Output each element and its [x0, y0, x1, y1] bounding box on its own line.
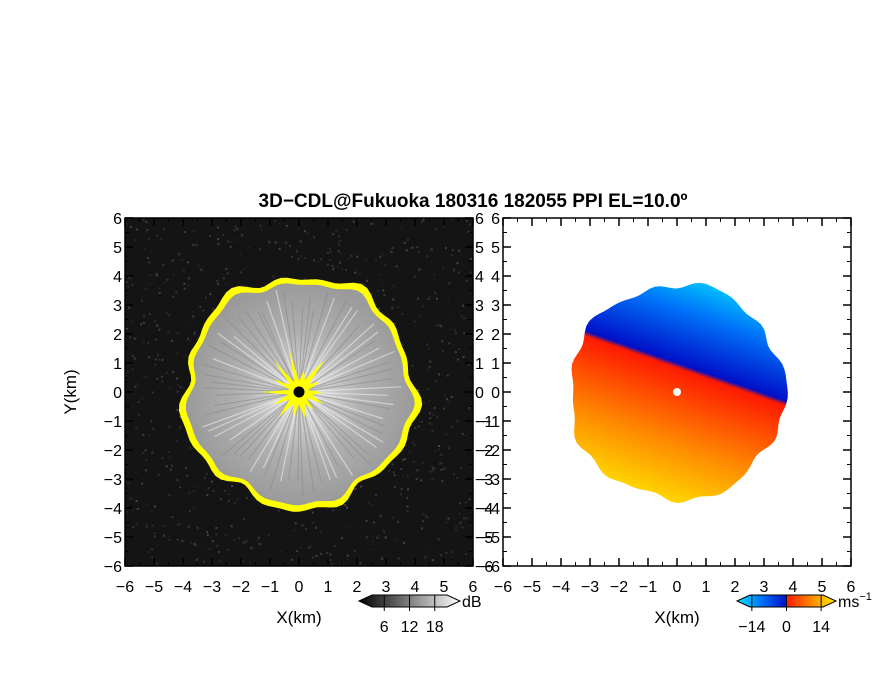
y-tick-label: 1 — [475, 356, 484, 373]
x-tick-label: −6 — [116, 579, 134, 596]
y-tick-label: 2 — [475, 327, 484, 344]
y-tick-label: 6 — [475, 211, 484, 228]
x-tick-label: −3 — [581, 579, 599, 596]
x-tick-label: −2 — [610, 579, 628, 596]
y-tick-label: 3 — [491, 298, 500, 315]
x-tick-label: −5 — [145, 579, 163, 596]
x-tick-label: −2 — [232, 579, 250, 596]
colorbar-tick-label: 0 — [782, 619, 791, 636]
x-tick-label: 6 — [847, 579, 856, 596]
y-tick-label: −6 — [104, 559, 122, 576]
y-tick-label: 0 — [113, 385, 122, 402]
y-tick-label: −1 — [475, 414, 493, 431]
center-bright-echo — [260, 349, 326, 419]
colorbar-tick-label: 6 — [380, 619, 389, 636]
velocity-x-label: X(km) — [654, 608, 699, 627]
reflectivity-axes: −6 −5 −4 −3 −2 −1 0 1 2 3 4 5 6 6 5 4 3 2 1 0 −1 −2 −3 −4 −5 −6 6 5… — [104, 211, 494, 596]
x-tick-label: 0 — [673, 579, 682, 596]
y-tick-label: 3 — [475, 298, 484, 315]
x-tick-label: 6 — [469, 579, 478, 596]
x-tick-label: 5 — [440, 579, 449, 596]
figure-title: 3D−CDL@Fukuoka 180316 182055 PPI EL=10.0… — [259, 191, 688, 212]
y-tick-label: −6 — [482, 559, 500, 576]
y-tick-label: −6 — [475, 559, 493, 576]
colorbar-unit: dB — [462, 594, 482, 611]
x-tick-label: −3 — [203, 579, 221, 596]
y-tick-label: 5 — [491, 240, 500, 257]
y-tick-label: 0 — [475, 385, 484, 402]
velocity-axes: −6 −5 −4 −3 −2 −1 0 1 2 3 4 5 6 6 5 4 3 2 1 0 −1 −2 −3 −4 −5 −6 — [482, 211, 856, 596]
y-tick-label: 5 — [475, 240, 484, 257]
x-tick-label: −5 — [523, 579, 541, 596]
y-tick-label: −3 — [482, 472, 500, 489]
x-tick-label: −6 — [494, 579, 512, 596]
x-tick-label: −4 — [174, 579, 192, 596]
y-tick-label: −2 — [482, 443, 500, 460]
y-tick-label: 2 — [491, 327, 500, 344]
y-tick-label: 2 — [113, 327, 122, 344]
x-tick-label: 3 — [382, 579, 391, 596]
velocity-radar-site — [673, 388, 681, 396]
y-tick-label: −3 — [104, 472, 122, 489]
y-tick-label: 4 — [475, 269, 484, 286]
y-tick-label: 4 — [491, 269, 500, 286]
x-tick-label: 1 — [324, 579, 333, 596]
x-tick-label: −4 — [552, 579, 570, 596]
y-tick-label: 6 — [491, 211, 500, 228]
y-tick-label: −2 — [475, 443, 493, 460]
y-tick-label: −4 — [104, 501, 122, 518]
y-tick-label: −4 — [475, 501, 493, 518]
colorbar-tick-label: 12 — [401, 619, 419, 636]
y-tick-label: −2 — [104, 443, 122, 460]
y-tick-label: −4 — [482, 501, 500, 518]
y-tick-label: −5 — [104, 530, 122, 547]
radar-site-marker — [293, 386, 305, 398]
colorbar-tick-label: 14 — [812, 619, 830, 636]
colorbar-tick-label: 18 — [426, 619, 444, 636]
y-tick-label: −5 — [475, 530, 493, 547]
x-tick-label: 2 — [731, 579, 740, 596]
y-tick-label: 0 — [491, 385, 500, 402]
y-tick-label: 4 — [113, 269, 122, 286]
reflectivity-colorbar: 6 12 18 dB — [357, 594, 482, 636]
x-tick-label: 1 — [702, 579, 711, 596]
reflectivity-y-label: Y(km) — [61, 369, 80, 414]
x-tick-label: 4 — [411, 579, 420, 596]
y-tick-label: 6 — [113, 211, 122, 228]
x-tick-label: −1 — [639, 579, 657, 596]
x-tick-label: 4 — [789, 579, 798, 596]
y-tick-label: 5 — [113, 240, 122, 257]
x-tick-label: 2 — [353, 579, 362, 596]
colorbar-tick-label: −14 — [738, 619, 765, 636]
y-tick-label: −1 — [104, 414, 122, 431]
x-tick-label: 5 — [818, 579, 827, 596]
y-tick-label: −1 — [482, 414, 500, 431]
velocity-colorbar: −14 0 14 ms−1 — [735, 591, 872, 636]
y-tick-label: 1 — [491, 356, 500, 373]
y-tick-label: 1 — [113, 356, 122, 373]
x-tick-label: 3 — [760, 579, 769, 596]
y-tick-label: −5 — [482, 530, 500, 547]
colorbar-unit: ms−1 — [838, 591, 872, 611]
y-tick-label: −3 — [475, 472, 493, 489]
velocity-panel: −6 −5 −4 −3 −2 −1 0 1 2 3 4 5 6 6 5 4 3 2 1 0 −1 −2 −3 −4 −5 −6 X… — [482, 211, 872, 636]
reflectivity-panel: −6 −5 −4 −3 −2 −1 0 1 2 3 4 5 66543210−1−2−3−4−5−665… — [61, 211, 493, 636]
x-tick-label: 0 — [295, 579, 304, 596]
reflectivity-x-label: X(km) — [276, 608, 321, 627]
x-tick-label: −1 — [261, 579, 279, 596]
y-tick-label: 3 — [113, 298, 122, 315]
